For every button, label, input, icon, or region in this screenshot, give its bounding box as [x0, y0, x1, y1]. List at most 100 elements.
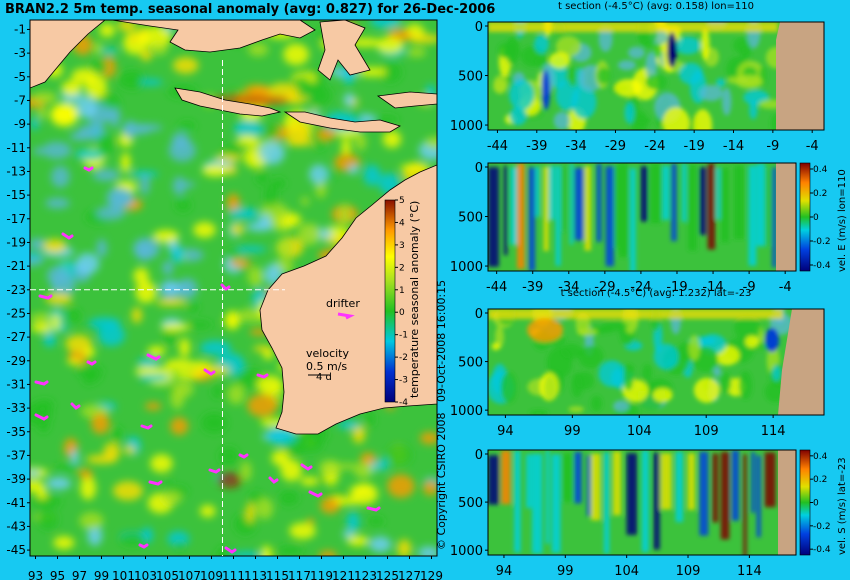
x-tick-label: -9 — [766, 139, 779, 154]
lat-tick-label: -17 — [6, 212, 26, 226]
lon-tick-label: 117 — [288, 569, 311, 580]
map-lat-ticks: -1 -3 -5 -7 -9 -11 -13 -15 -17 -19 -21 -23 -25 -27 -29… — [6, 22, 30, 557]
x-tick-label: 94 — [496, 564, 513, 579]
panel-title: t section (-4.5°C) (avg: 1.232) lat=-23 — [561, 288, 752, 299]
colorbar-tick-label: -3 — [399, 376, 408, 386]
lat-tick-label: -31 — [6, 377, 26, 391]
lat-tick-label: -1 — [14, 22, 26, 36]
colorbar-tick-label: 5 — [399, 196, 405, 206]
colorbar-tick-label: 0 — [399, 308, 405, 318]
panel-t-section-lon: t section (-4.5°C) (avg: 0.158) lon=110 … — [450, 1, 825, 154]
lon-tick-label: 105 — [156, 569, 179, 580]
lon-tick-label: 95 — [50, 569, 65, 580]
colorbar-tick-label: 1 — [399, 286, 405, 296]
x-tick-label: -9 — [743, 280, 756, 295]
velocity-colorbar-label: vel. S (m/s) lat=-23 — [837, 457, 848, 555]
y-tick-label: 0 — [475, 307, 483, 322]
lon-tick-label: 115 — [266, 569, 289, 580]
lat-tick-label: -15 — [6, 188, 26, 202]
velocity-colorbar — [799, 162, 811, 272]
drifter-tracks — [34, 166, 381, 554]
x-tick-label: -24 — [630, 280, 651, 295]
x-tick-label: -29 — [594, 280, 615, 295]
lat-tick-label: -23 — [6, 283, 26, 297]
x-tick-label: -34 — [558, 280, 579, 295]
lon-tick-label: 113 — [244, 569, 267, 580]
drifter-track — [70, 402, 81, 410]
y-tick-label: 500 — [458, 70, 483, 85]
lon-tick-label: 121 — [332, 569, 355, 580]
map-panel: -1-3-5-7-9-11-13-15-17-19-21-23-25-27-29… — [6, 19, 443, 580]
land-borneo — [111, 20, 316, 53]
velocity-colorbar-ticks: 0.4 0.2 0 -0.2 -0.4 — [810, 452, 831, 555]
colorbar-tick-label: 0 — [813, 213, 819, 223]
drifter-track — [224, 546, 237, 554]
x-tick-label: 104 — [627, 424, 652, 439]
x-tick-label: 109 — [694, 424, 719, 439]
section-land — [776, 22, 824, 130]
drifter-track — [203, 368, 216, 376]
drifter-track — [220, 283, 231, 291]
colorbar-tick-label: 2 — [399, 263, 405, 273]
lat-tick-label: -21 — [6, 259, 26, 273]
lat-tick-label: -29 — [6, 354, 26, 368]
x-tick-label: -39 — [522, 280, 543, 295]
velocity-sub: 4 d — [316, 372, 332, 383]
drifter-track — [148, 480, 163, 486]
lat-tick-label: -3 — [14, 46, 26, 60]
x-tick-label: 99 — [557, 564, 574, 579]
x-tick-label: -14 — [702, 280, 723, 295]
map-lon-ticks: 93 95 97 99 101 103 105 107 109 111 113 115 117 119 12… — [28, 556, 443, 580]
x-tick-label: 99 — [564, 424, 581, 439]
x-tick-label: -44 — [487, 139, 508, 154]
x-tick-label: -14 — [723, 139, 744, 154]
lat-tick-label: -11 — [6, 141, 26, 155]
x-tick-label: -4 — [806, 139, 819, 154]
panel-vel-south: 0.40.20-0.2-0.4 vel. S (m/s) lat=-23 94 9… — [450, 448, 848, 579]
colorbar-tick-label: 4 — [399, 218, 405, 228]
y-tick-label: 500 — [458, 496, 483, 511]
colorbar-tick-label: -0.2 — [813, 522, 831, 532]
colorbar-tick-label: -0.4 — [813, 261, 831, 271]
drifter-track — [83, 166, 94, 172]
lat-tick-label: -33 — [6, 401, 26, 415]
drifter-track — [238, 453, 249, 459]
lon-tick-label: 107 — [178, 569, 201, 580]
drifter-track — [38, 294, 53, 300]
colorbar-tick-label: -4 — [399, 398, 408, 408]
colorbar-tick-label: 0.4 — [813, 452, 828, 462]
y-tick-label: 0 — [475, 20, 483, 35]
panel-ticks: 94 99 104 109 114 0 500 1000 — [450, 307, 786, 439]
colorbar-tick-label: 0.4 — [813, 165, 828, 175]
panel-ticks: -44 -39 -34 -29 -24 -19 -14 -9 -4 0 500 1000 — [450, 20, 819, 154]
colorbar-tick-label: 0.2 — [813, 189, 827, 199]
velocity-colorbar-ticks: 0.4 0.2 0 -0.2 -0.4 — [810, 165, 831, 271]
colorbar-tick-label: -2 — [399, 353, 408, 363]
colorbar-tick-label: 0 — [813, 499, 819, 509]
x-tick-label: -34 — [566, 139, 587, 154]
drifter-track — [366, 506, 381, 512]
x-tick-label: 114 — [761, 424, 786, 439]
land-sulawesi — [317, 20, 371, 81]
drifter-track — [61, 232, 74, 240]
copyright-text: © Copyright CSIRO 2008 — [435, 413, 448, 550]
timestamp-text: 09-Oct-2008 16:00:15 — [435, 280, 448, 402]
x-tick-label: -29 — [605, 139, 626, 154]
lat-tick-label: -13 — [6, 164, 26, 178]
colorbar-tick-label: -0.4 — [813, 545, 831, 555]
page-title: BRAN2.2 5m temp. seasonal anomaly (avg: … — [5, 2, 495, 17]
y-tick-label: 0 — [475, 448, 483, 463]
x-tick-label: -19 — [684, 139, 705, 154]
x-tick-label: 104 — [614, 564, 639, 579]
x-tick-label: -19 — [666, 280, 687, 295]
lat-tick-label: -35 — [6, 425, 26, 439]
y-tick-label: 1000 — [450, 119, 483, 134]
drifter-track — [86, 360, 97, 366]
velocity-colorbar-label: vel. E (m/s) lon=110 — [837, 169, 848, 272]
drifter-track — [34, 413, 49, 421]
x-tick-label: 94 — [497, 424, 514, 439]
lon-tick-label: 119 — [310, 569, 333, 580]
lon-tick-label: 99 — [94, 569, 109, 580]
panel-t-section-lat: t section (-4.5°C) (avg: 1.232) lat=-23 … — [450, 288, 825, 439]
drifter-label: drifter — [326, 297, 360, 310]
